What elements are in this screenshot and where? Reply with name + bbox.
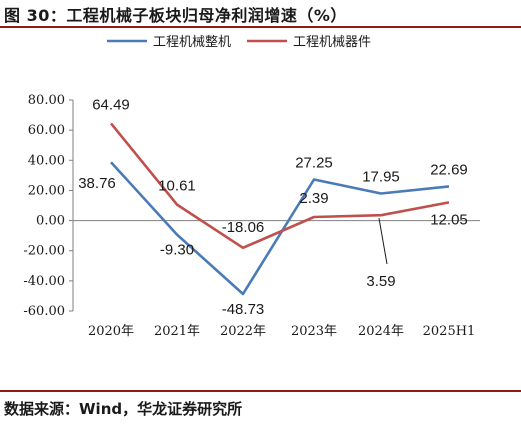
label-leader-line [378,218,388,265]
data-label: 64.49 [92,96,130,113]
source-note: 数据来源：Wind，华龙证券研究所 [4,400,243,418]
chart-title: 图 30：工程机械子板块归母净利润增速（%） [4,6,347,25]
y-tick-label: 0.00 [36,214,65,229]
data-label: -18.06 [222,219,265,236]
data-label: 27.25 [295,155,333,172]
data-labels: 38.76 -9.30 -48.73 27.25 17.95 22.69 64.49 10.6… [78,96,468,318]
y-tick-label: -40.00 [23,274,65,289]
series-line-2 [109,122,450,250]
x-axis: 2020年 2021年 2022年 2023年 2024年 2025H1 [73,220,480,339]
line-chart: 工程机械整机 工程机械器件 80.00 60.00 40.00 20.00 0.00 -20… [23,35,480,339]
data-label: 17.95 [362,169,400,186]
data-label: 38.76 [78,175,116,192]
x-tick-label: 2020年 [88,324,134,339]
y-tick-label: -20.00 [23,244,65,259]
data-label: 12.05 [430,211,468,228]
x-tick-label: 2022年 [220,324,266,339]
x-tick-label: 2025H1 [423,324,476,339]
x-tick-label: 2023年 [291,324,337,339]
y-tick-label: 60.00 [28,123,65,138]
legend-label-2: 工程机械器件 [293,35,371,50]
series-line-1 [110,161,450,296]
y-tick-label: -60.00 [23,304,65,319]
y-axis: 80.00 60.00 40.00 20.00 0.00 -20.00 -40.00 -60.… [23,93,74,319]
series-lines [109,122,450,296]
y-tick-label: 80.00 [28,93,65,108]
legend-label-1: 工程机械整机 [153,35,231,50]
y-tick-label: 40.00 [28,153,65,168]
legend: 工程机械整机 工程机械器件 [107,35,371,50]
data-label: 2.39 [299,190,328,207]
bottom-rule [0,390,521,392]
x-tick-label: 2021年 [154,324,200,339]
data-label: -48.73 [222,301,265,318]
data-label: 10.61 [158,178,196,195]
y-tick-label: 20.00 [28,183,65,198]
data-label: -9.30 [160,242,194,259]
x-tick-label: 2024年 [358,324,404,339]
data-label: 22.69 [430,161,468,178]
data-label: 3.59 [366,273,395,290]
top-rule [0,26,521,28]
